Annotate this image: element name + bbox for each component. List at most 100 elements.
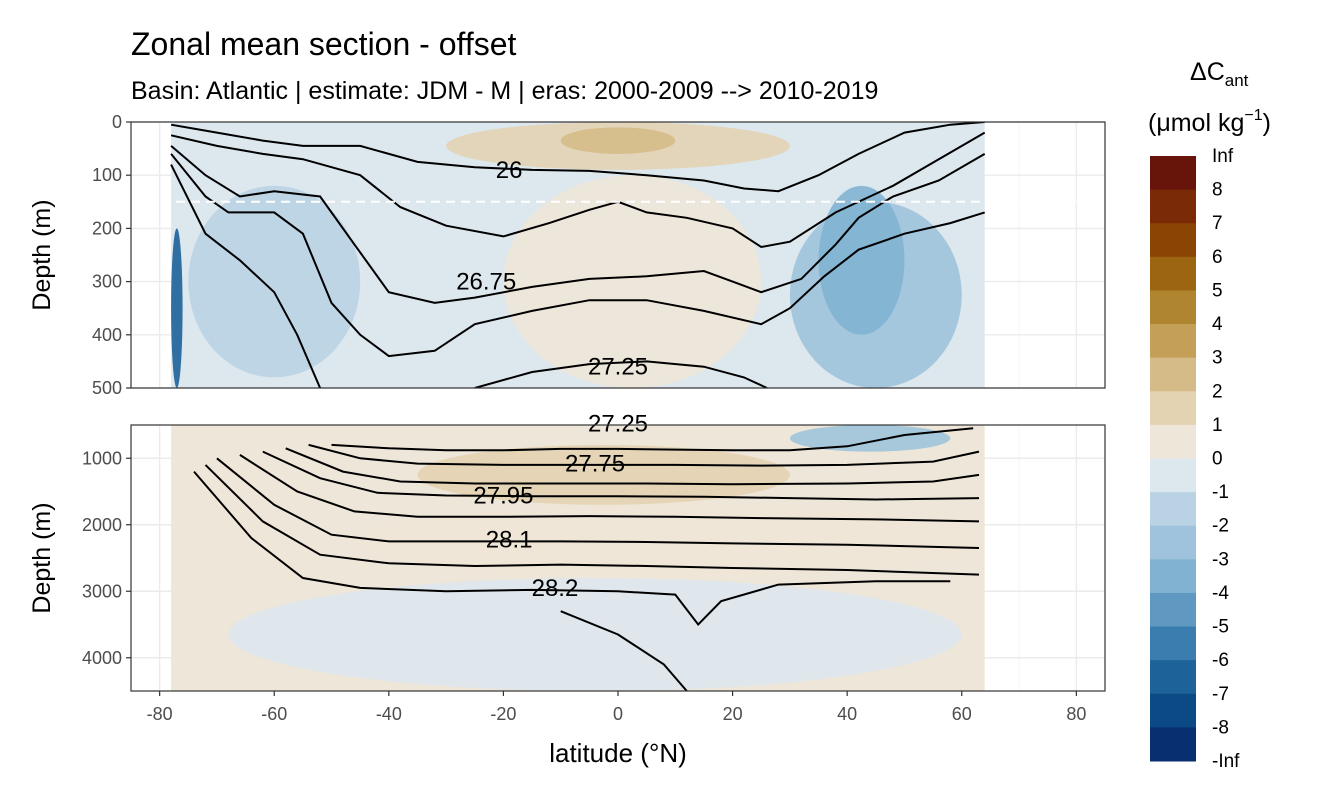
x-tick-label: -20 <box>490 704 516 724</box>
legend-label: Inf <box>1212 146 1234 167</box>
legend-swatch <box>1150 727 1196 762</box>
x-axis-title: latitude (°N) <box>549 738 687 768</box>
isopycnal-label: 27.25 <box>588 411 648 438</box>
isopycnal-line <box>308 443 980 467</box>
isopycnal-line <box>170 164 322 388</box>
anomaly-patch <box>503 175 762 388</box>
legend-swatch <box>1150 559 1196 594</box>
y-tick-label: 3000 <box>82 581 122 601</box>
legend-label: -Inf <box>1212 751 1240 772</box>
y-tick-label: 4000 <box>82 648 122 668</box>
isopycnal-line <box>239 454 980 523</box>
legend-color-bar <box>1150 156 1196 762</box>
legend-label: 2 <box>1212 381 1223 402</box>
legend-label: -3 <box>1212 549 1229 570</box>
lower-color-field <box>171 425 985 691</box>
legend-swatch <box>1150 290 1196 325</box>
anomaly-patch <box>417 444 790 505</box>
isopycnal-label: 28.1 <box>486 526 533 553</box>
anomaly-patch <box>228 577 962 691</box>
legend-label: -8 <box>1212 717 1229 738</box>
anomaly-patch <box>789 425 951 452</box>
x-tick-label: -40 <box>376 704 402 724</box>
legend-swatch <box>1150 458 1196 493</box>
lower-panel: 27.25 27.75 27.95 28.1 28.2 1000 2000 3000 4000… <box>28 411 1106 692</box>
legend-label: 5 <box>1212 280 1223 301</box>
upper-isopycnal-labels: 26 26.75 27.25 <box>456 157 648 381</box>
legend-label: -5 <box>1212 617 1229 638</box>
legend-label: 0 <box>1212 449 1223 470</box>
legend-swatch <box>1150 324 1196 359</box>
legend-swatch <box>1150 256 1196 291</box>
legend-label: -7 <box>1212 684 1229 705</box>
legend-units-text: (μmol kg <box>1148 109 1244 137</box>
legend-title-main: ΔC <box>1190 58 1225 86</box>
legend-swatch <box>1150 424 1196 459</box>
legend-swatch <box>1150 525 1196 560</box>
lower-isopycnal-contours <box>193 427 980 691</box>
isopycnal-line <box>560 610 688 691</box>
y-tick-label: 100 <box>92 165 122 185</box>
x-tick-label: 0 <box>613 704 623 724</box>
legend-labels: Inf 8 7 6 5 4 3 2 1 0 -1 -2 -3 -4 -5 -6 -7 -8 -Inf <box>1212 146 1240 772</box>
legend-swatch <box>1150 189 1196 224</box>
x-tick-label: 20 <box>723 704 743 724</box>
legend-swatch <box>1150 156 1196 191</box>
legend-label: 6 <box>1212 247 1223 268</box>
x-tick-label: 80 <box>1066 704 1086 724</box>
x-tick-label: -80 <box>147 704 173 724</box>
isopycnal-label: 26 <box>496 157 523 184</box>
isopycnal-label: 26.75 <box>456 269 516 296</box>
x-tick-label: 60 <box>952 704 972 724</box>
legend-label: 4 <box>1212 314 1223 335</box>
legend-swatch <box>1150 660 1196 695</box>
isopycnal-line <box>193 470 951 627</box>
upper-panel-border <box>130 121 1106 389</box>
isopycnal-line <box>170 122 985 193</box>
legend-swatch <box>1150 223 1196 258</box>
legend-units-close: ) <box>1263 109 1271 137</box>
legend-label: -4 <box>1212 583 1229 604</box>
y-tick-label: 400 <box>92 325 122 345</box>
lower-y-axis: 1000 2000 3000 4000 <box>82 448 131 668</box>
legend-swatch <box>1150 693 1196 728</box>
legend-swatch <box>1150 492 1196 527</box>
isopycnal-line <box>216 457 980 549</box>
legend-label: 3 <box>1212 348 1223 369</box>
isopycnal-label: 27.95 <box>473 482 533 509</box>
anomaly-patch <box>171 228 183 388</box>
upper-y-axis: 0 100 200 300 400 500 <box>92 112 131 398</box>
y-tick-label: 200 <box>92 218 122 238</box>
y-tick-label: 1000 <box>82 448 122 468</box>
x-tick-label: -60 <box>261 704 287 724</box>
upper-y-axis-title: Depth (m) <box>28 199 56 310</box>
isopycnal-line <box>204 464 980 576</box>
upper-isopycnal-contours <box>170 122 986 388</box>
legend-label: 8 <box>1212 180 1223 201</box>
legend-swatch <box>1150 592 1196 628</box>
isopycnal-line <box>285 447 980 486</box>
isopycnal-label: 28.2 <box>532 575 579 602</box>
legend-label: 7 <box>1212 213 1223 234</box>
legend-swatch <box>1150 357 1196 392</box>
isopycnal-line <box>170 131 986 249</box>
isopycnal-label: 27.25 <box>588 354 648 381</box>
legend-units: (μmol kg−1) <box>1148 107 1271 137</box>
legend-swatch <box>1150 626 1196 661</box>
y-tick-label: 300 <box>92 272 122 292</box>
legend-units-sup: −1 <box>1244 107 1262 124</box>
isopycnal-line <box>331 427 974 452</box>
isopycnal-line <box>474 360 768 388</box>
chart-subtitle: Basin: Atlantic | estimate: JDM - M | er… <box>131 77 878 105</box>
x-tick-label: 40 <box>837 704 857 724</box>
legend-label: -1 <box>1212 482 1229 503</box>
y-tick-label: 0 <box>112 112 122 132</box>
anomaly-patch <box>188 185 361 378</box>
y-tick-label: 2000 <box>82 515 122 535</box>
anomaly-patch <box>818 185 905 335</box>
isopycnal-line <box>170 145 986 304</box>
anomaly-patch <box>560 127 676 154</box>
legend-label: 1 <box>1212 415 1223 436</box>
x-axis: -80 -60 -40 -20 0 20 40 60 80 <box>147 691 1086 724</box>
